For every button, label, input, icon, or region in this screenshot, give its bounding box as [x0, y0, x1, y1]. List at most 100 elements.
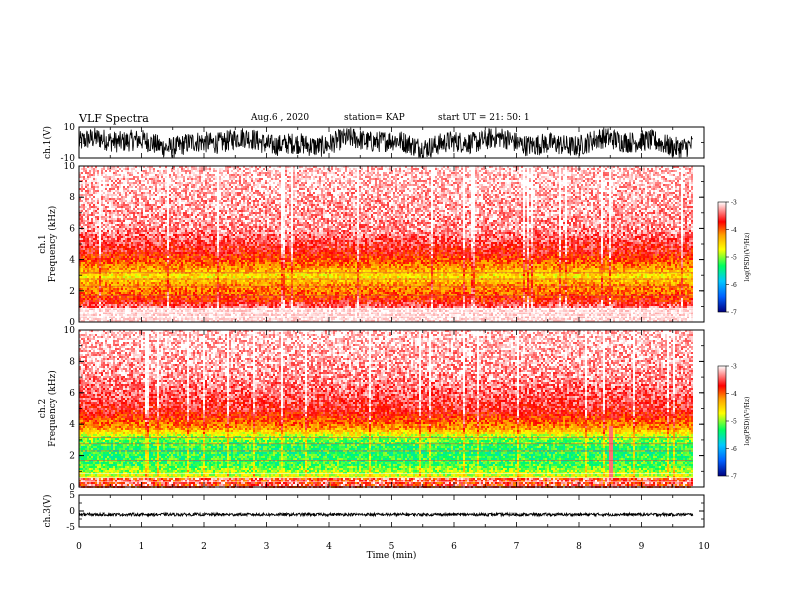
spectrogram-cell: [93, 218, 95, 220]
spectrogram-cell: [93, 282, 95, 284]
spectrogram-cell: [121, 174, 123, 176]
spectrogram-cell: [117, 196, 119, 198]
spectrogram-cell: [87, 204, 89, 206]
spectrogram-cell: [97, 280, 99, 282]
spectrogram-cell: [123, 264, 125, 266]
spectrogram-cell: [117, 304, 119, 306]
spectrogram-cell: [81, 176, 83, 178]
spectrogram-cell: [117, 210, 119, 212]
spectrogram-cell: [125, 262, 127, 264]
y-tick-label: 10: [64, 123, 76, 133]
spectrogram-cell: [85, 318, 87, 320]
spectrogram-cell: [113, 224, 115, 226]
spectrogram-cell: [123, 198, 125, 200]
spectrogram-cell: [93, 310, 95, 312]
spectrogram-cell: [89, 216, 91, 218]
spectrogram-cell: [131, 194, 133, 196]
spectrogram-cell: [103, 244, 105, 246]
spectrogram-cell: [91, 282, 93, 284]
spectrogram-cell: [85, 304, 87, 306]
spectrogram-cell: [131, 298, 133, 300]
spectrogram-cell: [101, 172, 103, 174]
spectrogram-cell: [109, 184, 111, 186]
spectrogram-cell: [123, 280, 125, 282]
spectrogram-cell: [95, 280, 97, 282]
spectrogram-cell: [133, 182, 135, 184]
spectrogram-cell: [133, 314, 135, 316]
spectrogram-cell: [97, 260, 99, 262]
spectrogram-cell: [81, 204, 83, 206]
spectrogram-cell: [87, 200, 89, 202]
spectrogram-cell: [113, 180, 115, 182]
spectrogram-cell: [109, 170, 111, 172]
spectrogram-cell: [107, 276, 109, 278]
spectrogram-cell: [107, 220, 109, 222]
spectrogram-cell: [99, 168, 101, 170]
spectrogram-cell: [131, 178, 133, 180]
spectrogram-cell: [85, 290, 87, 292]
spectrogram-cell: [87, 198, 89, 200]
spectrogram-cell: [111, 282, 113, 284]
spectrogram-cell: [125, 200, 127, 202]
spectrogram-cell: [101, 192, 103, 194]
spectrogram-cell: [125, 230, 127, 232]
spectrogram-cell: [83, 254, 85, 256]
spectrogram-cell: [111, 292, 113, 294]
spectrogram-cell: [109, 224, 111, 226]
spectrogram-cell: [81, 268, 83, 270]
spectrogram-cell: [131, 188, 133, 190]
spectrogram-cell: [103, 186, 105, 188]
spectrogram-cell: [115, 216, 117, 218]
spectrogram-cell: [103, 180, 105, 182]
spectrogram-cell: [123, 288, 125, 290]
spectrogram-cell: [131, 190, 133, 192]
spectrogram-cell: [125, 300, 127, 302]
spectrogram-cell: [97, 182, 99, 184]
spectrogram-cell: [115, 168, 117, 170]
spectrogram-cell: [131, 170, 133, 172]
spectrogram-cell: [111, 204, 113, 206]
spectrogram-cell: [85, 240, 87, 242]
spectrogram-cell: [133, 236, 135, 238]
spectrogram-cell: [89, 280, 91, 282]
spectrogram-cell: [83, 288, 85, 290]
spectrogram-cell: [129, 170, 131, 172]
spectrogram-cell: [93, 212, 95, 214]
spectrogram-cell: [129, 242, 131, 244]
spectrogram-cell: [99, 250, 101, 252]
spectrogram-cell: [103, 282, 105, 284]
spectrogram-cell: [89, 282, 91, 284]
spectrogram-cell: [113, 260, 115, 262]
spectrogram-cell: [129, 172, 131, 174]
spectrogram-cell: [125, 180, 127, 182]
spectrogram-cell: [91, 230, 93, 232]
spectrogram-cell: [123, 212, 125, 214]
spectrogram-cell: [123, 170, 125, 172]
spectrogram-cell: [99, 190, 101, 192]
spectrogram-cell: [95, 204, 97, 206]
spectrogram-cell: [85, 256, 87, 258]
spectrogram-cell: [105, 304, 107, 306]
spectrogram-cell: [105, 276, 107, 278]
spectrogram-cell: [111, 244, 113, 246]
spectrogram-cell: [83, 172, 85, 174]
spectrogram-cell: [97, 180, 99, 182]
spectrogram-cell: [117, 242, 119, 244]
spectrogram-cell: [95, 216, 97, 218]
spectrogram-cell: [87, 284, 89, 286]
spectrogram-cell: [85, 188, 87, 190]
spectrogram-cell: [129, 258, 131, 260]
spectrogram-cell: [125, 202, 127, 204]
spectrogram-cell: [131, 270, 133, 272]
spectrogram-cell: [101, 282, 103, 284]
spectrogram-cell: [121, 290, 123, 292]
spectrogram-cell: [101, 210, 103, 212]
spectrogram-cell: [101, 168, 103, 170]
spectrogram-cell: [81, 198, 83, 200]
spectrogram-cell: [127, 298, 129, 300]
spectrogram-cell: [103, 280, 105, 282]
spectrogram-cell: [103, 254, 105, 256]
spectrogram-cell: [119, 296, 121, 298]
spectrogram-cell: [97, 208, 99, 210]
spectrogram-cell: [133, 204, 135, 206]
